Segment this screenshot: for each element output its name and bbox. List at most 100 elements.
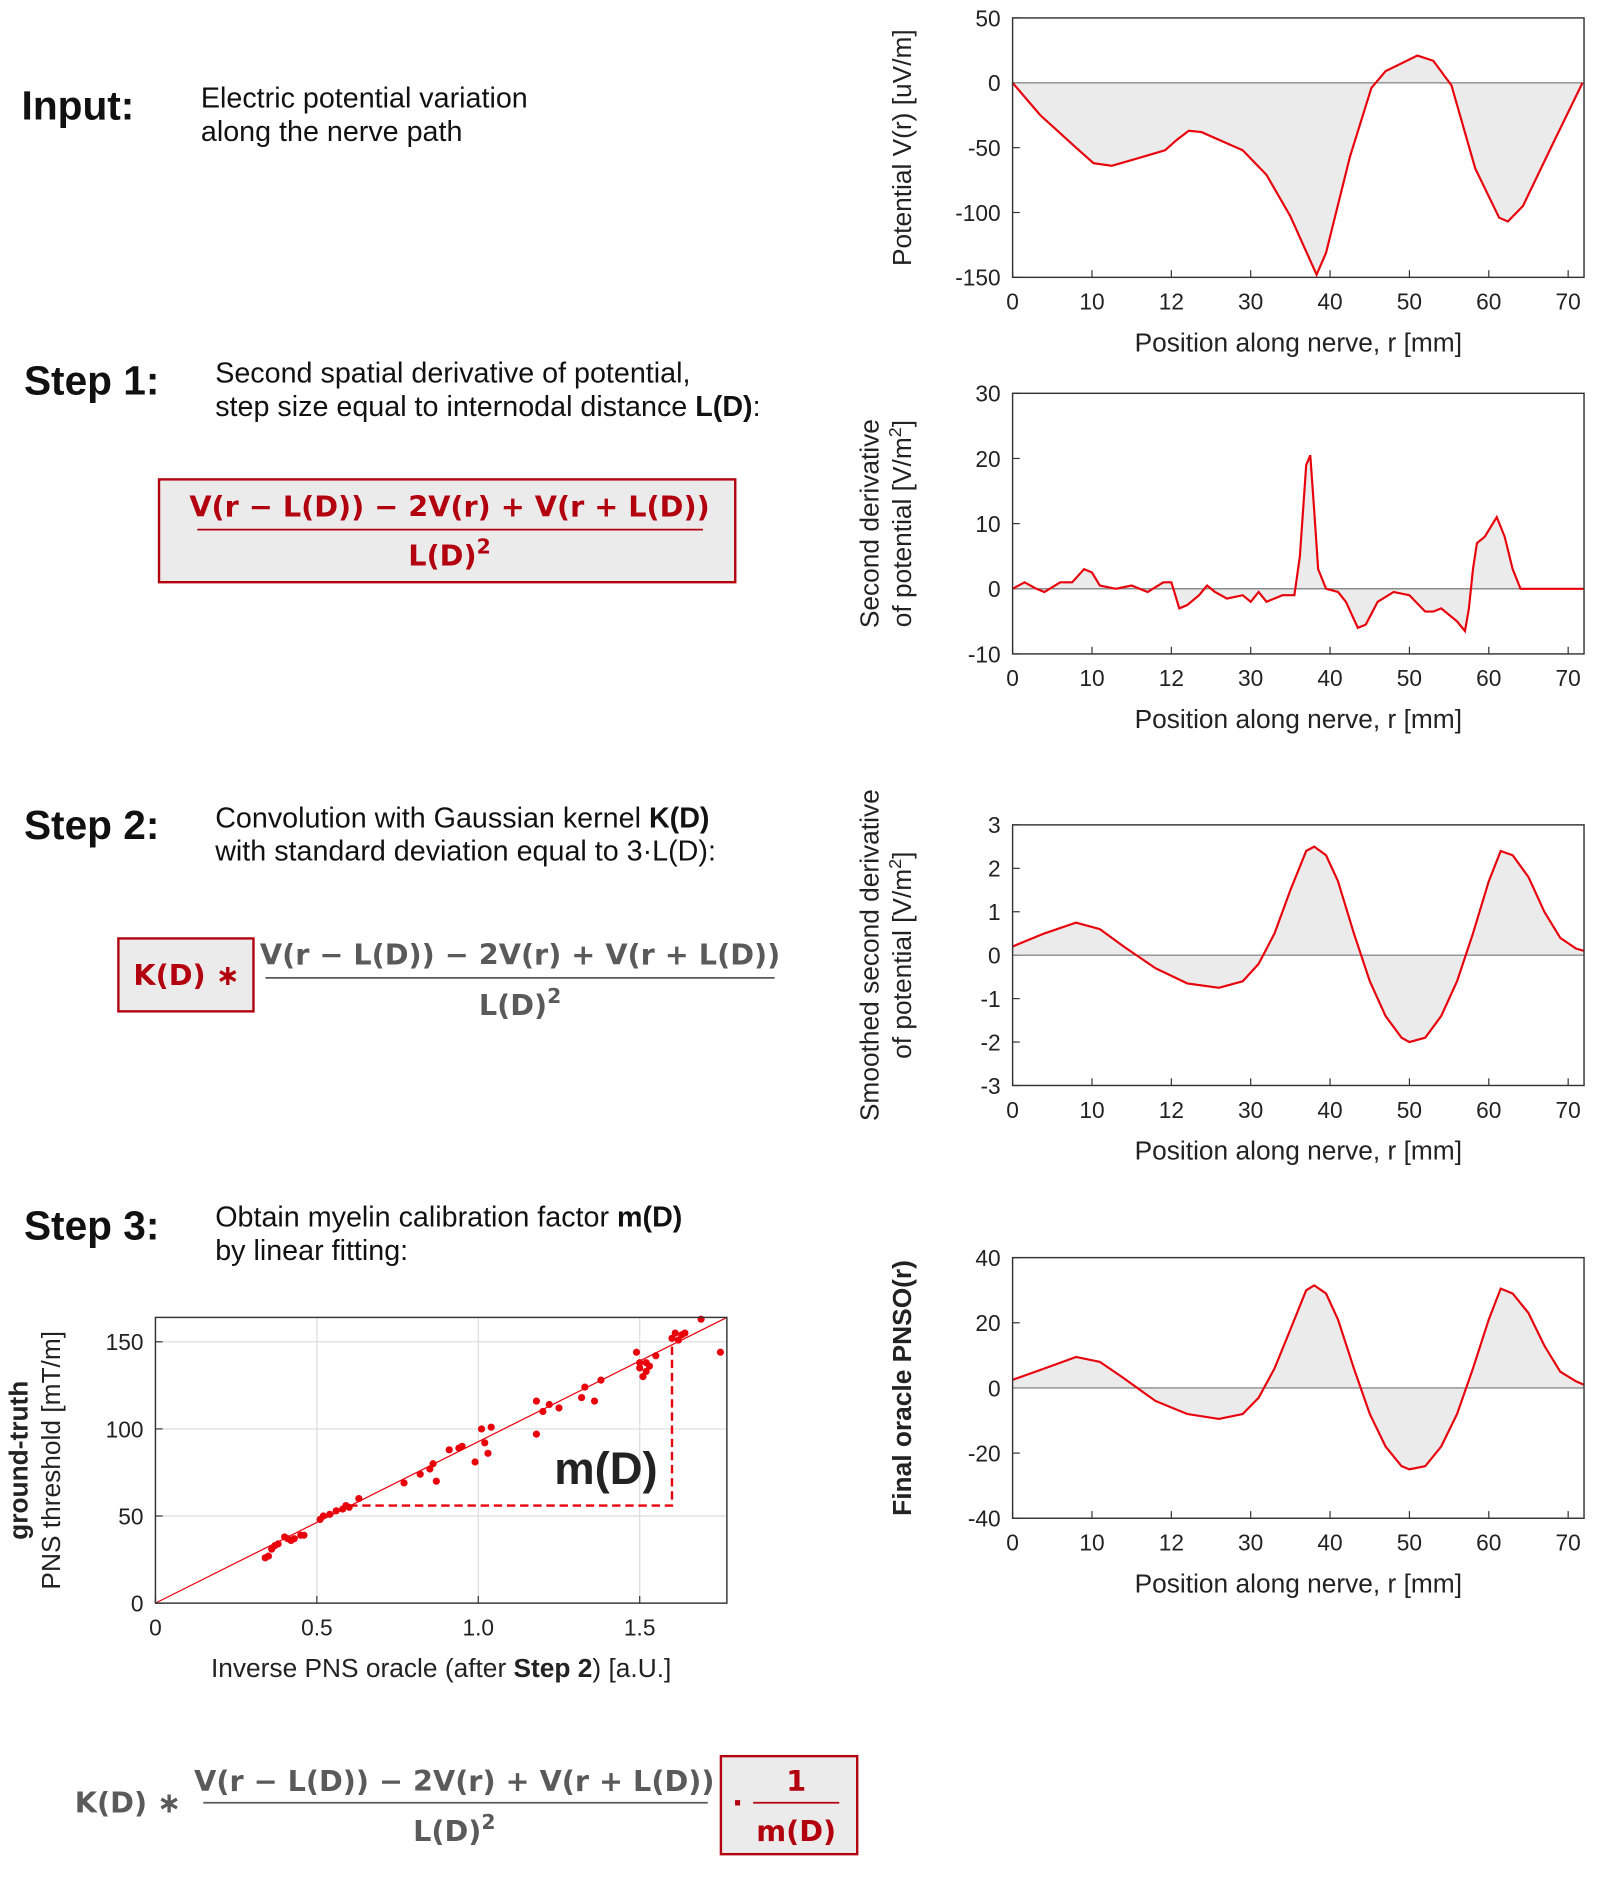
y-axis-label: Final oracle PNSO(r): [887, 1260, 917, 1516]
x-tick-label: 60: [1476, 1097, 1501, 1123]
text-segment: Smoothed second derivative: [855, 789, 885, 1121]
text-segment: Final oracle PNSO(r): [887, 1260, 917, 1516]
scatter-point: [590, 1397, 599, 1405]
step-description: step size equal to internodal distance L…: [215, 391, 760, 423]
x-tick-label: 30: [1238, 1530, 1263, 1556]
y-axis-label: of potential [V/m2]: [885, 420, 917, 627]
x-tick-label: 0.5: [301, 1614, 333, 1640]
text-segment: ground-truth: [4, 1381, 34, 1540]
scatter-point: [400, 1479, 408, 1487]
step-description: with standard deviation equal to 3·L(D):: [214, 836, 716, 868]
scatter-point: [416, 1470, 424, 1478]
scatter-point: [671, 1329, 679, 1337]
exponent: 2: [477, 534, 491, 558]
step-heading: Input:: [22, 83, 135, 129]
area-fill: [1012, 846, 1585, 1043]
y-tick-label: -20: [968, 1440, 1001, 1466]
y-axis-label: Potential V(r) [uV/m]: [887, 29, 917, 266]
scatter-point: [581, 1383, 589, 1391]
x-tick-label: 70: [1556, 1097, 1581, 1123]
scatter-point: [578, 1393, 586, 1402]
scatter-point: [458, 1442, 466, 1450]
y-tick-label: 20: [975, 1310, 1000, 1336]
x-tick-label: 70: [1556, 665, 1581, 691]
y-tick-label: 100: [106, 1416, 144, 1442]
plot-frame: [154, 1316, 728, 1604]
line: [1012, 845, 1585, 1044]
x-tick-label: 10: [1079, 1530, 1104, 1556]
step-heading: Step 2:: [24, 802, 159, 848]
x-tick-label: 50: [1397, 1097, 1422, 1123]
text-segment: K(D): [649, 802, 710, 834]
text-segment: with standard deviation equal to 3·L(D):: [214, 836, 716, 868]
formula-denominator: L(D)2: [479, 984, 561, 1022]
scatter-point: [652, 1352, 660, 1360]
y-tick-label: -50: [968, 135, 1001, 161]
kernel: K(D) ∗: [133, 958, 239, 992]
x-tick-label: 60: [1476, 289, 1501, 315]
x-axis-label: Position along nerve, r [mm]: [1135, 704, 1462, 734]
x-axis-label: Inverse PNS oracle (after Step 2) [a.U.]: [211, 1653, 671, 1683]
area-fill: [1012, 1285, 1585, 1470]
text-segment: m(D): [617, 1202, 682, 1234]
scatter-point: [471, 1458, 479, 1466]
dot: ·: [732, 1785, 743, 1819]
scatter-point: [716, 1348, 725, 1356]
fit-line: [155, 1316, 728, 1604]
formula-final: K(D) ∗ V(r − L(D)) − 2V(r) + V(r + L(D))…: [75, 1754, 859, 1856]
x-tick-label: 0: [1006, 665, 1019, 691]
step-description: Second spatial derivative of potential,: [215, 358, 690, 390]
scatter-point: [426, 1465, 434, 1473]
step-heading: Step 1:: [24, 358, 159, 404]
step-heading: Step 3:: [24, 1203, 159, 1249]
y-tick-label: 10: [975, 511, 1000, 537]
x-axis-label: Position along nerve, r [mm]: [1135, 1136, 1462, 1166]
scatter-point: [645, 1362, 653, 1370]
text-segment: ]: [887, 420, 917, 427]
scatter-point: [345, 1503, 353, 1511]
slope-triangle: [349, 1341, 674, 1507]
formula-denominator: L(D)2: [413, 1810, 495, 1848]
x-tick-label: 0: [149, 1614, 162, 1640]
x-tick-label: 70: [1556, 289, 1581, 315]
y-tick-label: -2: [980, 1029, 1000, 1055]
text-segment: :: [753, 391, 761, 423]
scatter-point: [432, 1477, 440, 1485]
x-tick-label: 60: [1476, 665, 1501, 691]
step-description: by linear fitting:: [215, 1235, 408, 1267]
x-tick-label: 40: [1317, 665, 1342, 691]
scatter-point: [555, 1404, 563, 1412]
denominator: L(D): [408, 538, 476, 572]
x-tick-label: 12: [1159, 665, 1184, 691]
scatter-point: [355, 1495, 363, 1503]
y-tick-label: 0: [988, 576, 1001, 602]
formula-numerator: V(r − L(D)) − 2V(r) + V(r + L(D)): [260, 938, 780, 972]
y-tick-label: -40: [968, 1506, 1001, 1532]
scatter-point: [481, 1439, 489, 1447]
scatter-point: [539, 1407, 547, 1416]
text-segment: Second spatial derivative of potential,: [215, 358, 690, 390]
y-tick-label: -10: [968, 641, 1001, 667]
scatter-point: [429, 1460, 437, 1468]
y-tick-label: 40: [975, 1245, 1000, 1271]
scatter-point: [264, 1552, 273, 1560]
scatter-point: [326, 1510, 334, 1518]
formula-box: [117, 937, 255, 1013]
area-fill: [1012, 55, 1583, 275]
y-tick-label: -150: [955, 265, 1000, 291]
scatter-point: [532, 1430, 540, 1438]
y-tick-label: 1: [988, 899, 1001, 925]
x-tick-label: 50: [1397, 1530, 1422, 1556]
text-segment: of potential [V/m: [887, 869, 917, 1059]
line: [1012, 454, 1585, 634]
y-tick-label: 50: [118, 1503, 143, 1529]
plot-frame: [1011, 392, 1585, 655]
line: [1012, 1284, 1585, 1471]
scatter-point: [642, 1367, 650, 1376]
x-tick-label: 0: [1006, 1097, 1019, 1123]
scatter-point: [290, 1535, 298, 1543]
y-tick-label: 0: [988, 943, 1001, 969]
formula-numerator: V(r − L(D)) − 2V(r) + V(r + L(D)): [189, 489, 709, 523]
step-description: Electric potential variation: [201, 83, 528, 115]
